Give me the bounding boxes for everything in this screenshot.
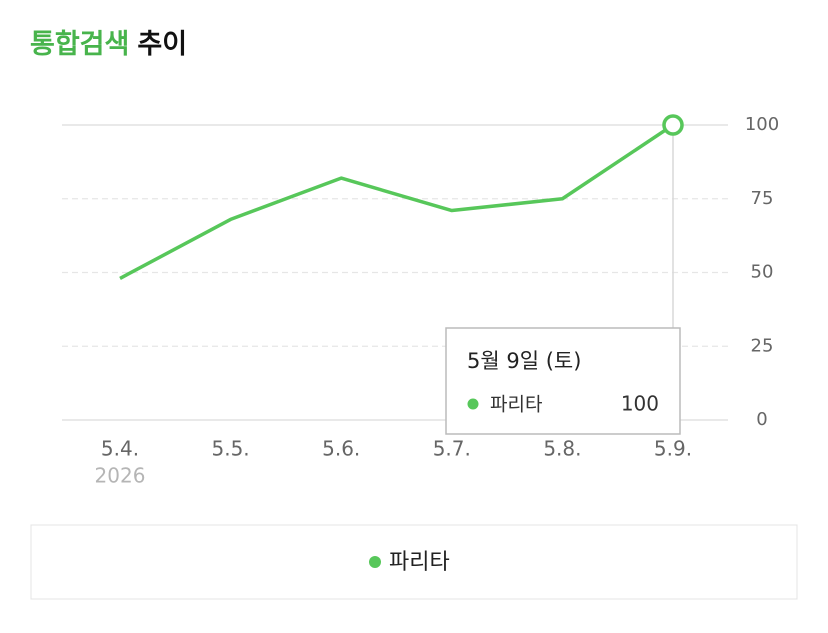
legend-box <box>30 524 798 600</box>
tooltip-series-name: 파리타 <box>490 394 542 416</box>
x-tick-label: 5.6. <box>322 437 360 461</box>
tooltip-title: 5월 9일 (토) <box>467 349 581 373</box>
x-tick-label: 5.4. <box>101 437 139 461</box>
title-rest: 추이 <box>137 29 187 60</box>
y-tick-label: 25 <box>751 335 774 356</box>
x-year-label: 2026 <box>95 464 146 488</box>
y-tick-label: 50 <box>751 262 774 283</box>
y-tick-label: 75 <box>751 188 774 209</box>
legend-label: 파리타 <box>389 550 450 575</box>
highlight-point <box>662 114 684 136</box>
title-keyword: 통합검색 <box>30 29 129 60</box>
x-tick-label: 5.9. <box>654 437 692 461</box>
tooltip-marker <box>467 398 479 410</box>
x-tick-label: 5.5. <box>212 437 250 461</box>
x-tick-label: 5.7. <box>433 437 471 461</box>
legend-marker <box>369 556 381 568</box>
tooltip-value: 100 <box>621 392 659 416</box>
series-line <box>119 123 674 280</box>
y-tick-label: 100 <box>745 114 779 135</box>
x-tick-label: 5.8. <box>543 437 581 461</box>
tooltip-box <box>445 327 681 435</box>
y-tick-label: 0 <box>756 409 767 430</box>
chart-title: 통합검색 추이 <box>30 29 187 60</box>
tooltip: 5월 9일 (토) 파리타 100 <box>445 327 681 435</box>
